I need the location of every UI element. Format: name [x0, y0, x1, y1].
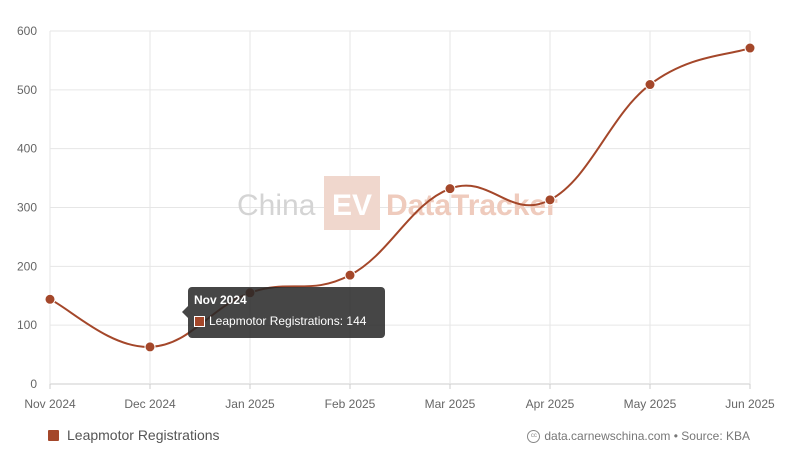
tooltip-label: Leapmotor Registrations: 144 — [209, 314, 367, 328]
data-point — [644, 79, 656, 91]
tooltip-swatch — [194, 315, 205, 327]
tooltip: Nov 2024 Leapmotor Registrations: 144 — [182, 287, 385, 338]
watermark-ev: EV — [332, 189, 372, 222]
tooltip-title: Nov 2024 — [194, 293, 247, 307]
creative-commons-icon: cc — [527, 429, 541, 443]
y-tick-label: 0 — [30, 377, 37, 391]
y-tick-label: 400 — [17, 142, 37, 156]
data-point — [744, 42, 756, 54]
data-point — [44, 293, 56, 305]
y-tick-label: 500 — [17, 83, 37, 97]
x-tick-label: May 2025 — [624, 397, 677, 411]
watermark: China EV DataTracker — [237, 176, 558, 230]
y-tick-label: 300 — [17, 201, 37, 215]
data-point — [344, 269, 356, 281]
tooltip-row: Leapmotor Registrations: 144 — [194, 314, 379, 328]
data-point — [144, 341, 156, 353]
y-tick-label: 100 — [17, 318, 37, 332]
axes: 0 100 200 300 400 500 600 Nov 2024 Dec 2024 Jan 2… — [17, 24, 775, 411]
data-point — [444, 183, 456, 195]
x-tick-label: Feb 2025 — [325, 397, 376, 411]
data-point — [544, 194, 556, 206]
x-tick-label: Mar 2025 — [425, 397, 476, 411]
y-tick-label: 600 — [17, 24, 37, 38]
x-tick-label: Apr 2025 — [526, 397, 575, 411]
source-note: cc data.carnewschina.com • Source: KBA — [527, 429, 750, 443]
grid-lines — [49, 30, 751, 385]
x-tick-label: Dec 2024 — [124, 397, 176, 411]
legend-item-leapmotor[interactable]: Leapmotor Registrations — [48, 427, 220, 443]
watermark-ev-box — [324, 176, 380, 230]
series-line — [49, 47, 751, 348]
source-text: data.carnewschina.com • Source: KBA — [544, 429, 750, 443]
x-tick-label: Jun 2025 — [725, 397, 775, 411]
legend-swatch — [48, 429, 59, 441]
y-tick-label: 200 — [17, 259, 37, 273]
x-tick-label: Nov 2024 — [24, 397, 76, 411]
watermark-china: China — [237, 189, 316, 222]
legend-label: Leapmotor Registrations — [67, 427, 220, 443]
x-tick-label: Jan 2025 — [225, 397, 275, 411]
